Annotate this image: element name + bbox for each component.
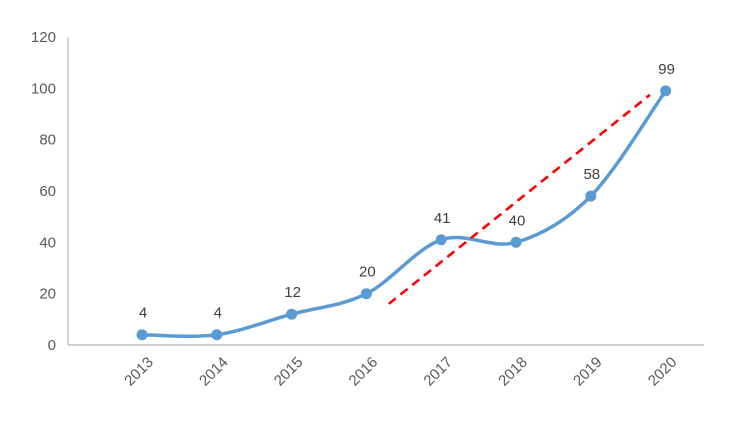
data-point-marker bbox=[660, 85, 672, 97]
data-point-marker bbox=[510, 236, 522, 248]
data-point-marker bbox=[360, 288, 372, 300]
x-tick-label: 2014 bbox=[196, 354, 232, 390]
trend-dashed-line bbox=[387, 93, 651, 305]
y-tick-label: 20 bbox=[39, 286, 56, 303]
y-tick-label: 60 bbox=[39, 183, 56, 200]
data-label: 99 bbox=[658, 61, 675, 78]
data-point-marker bbox=[136, 329, 148, 341]
y-tick-label: 0 bbox=[48, 337, 56, 354]
data-label: 12 bbox=[284, 284, 301, 301]
x-tick-label: 2018 bbox=[495, 354, 531, 390]
data-point-marker bbox=[585, 190, 597, 202]
data-label: 20 bbox=[359, 264, 376, 281]
data-point-marker bbox=[286, 308, 298, 320]
data-label: 4 bbox=[139, 305, 147, 322]
data-label: 4 bbox=[214, 305, 222, 322]
x-tick-label: 2013 bbox=[121, 354, 157, 390]
data-label: 58 bbox=[583, 166, 600, 183]
data-point-marker bbox=[435, 234, 447, 246]
x-tick-label: 2019 bbox=[570, 354, 606, 390]
x-tick-label: 2015 bbox=[271, 354, 307, 390]
x-tick-label: 2016 bbox=[346, 354, 382, 390]
data-label: 40 bbox=[509, 212, 526, 229]
data-label: 41 bbox=[434, 210, 451, 227]
x-tick-label: 2020 bbox=[645, 354, 681, 390]
y-tick-label: 40 bbox=[39, 234, 56, 251]
y-tick-label: 120 bbox=[31, 29, 56, 46]
y-tick-label: 100 bbox=[31, 80, 56, 97]
series-line bbox=[140, 89, 668, 339]
data-point-marker bbox=[211, 329, 223, 341]
y-tick-label: 80 bbox=[39, 132, 56, 149]
x-tick-label: 2017 bbox=[420, 354, 456, 390]
